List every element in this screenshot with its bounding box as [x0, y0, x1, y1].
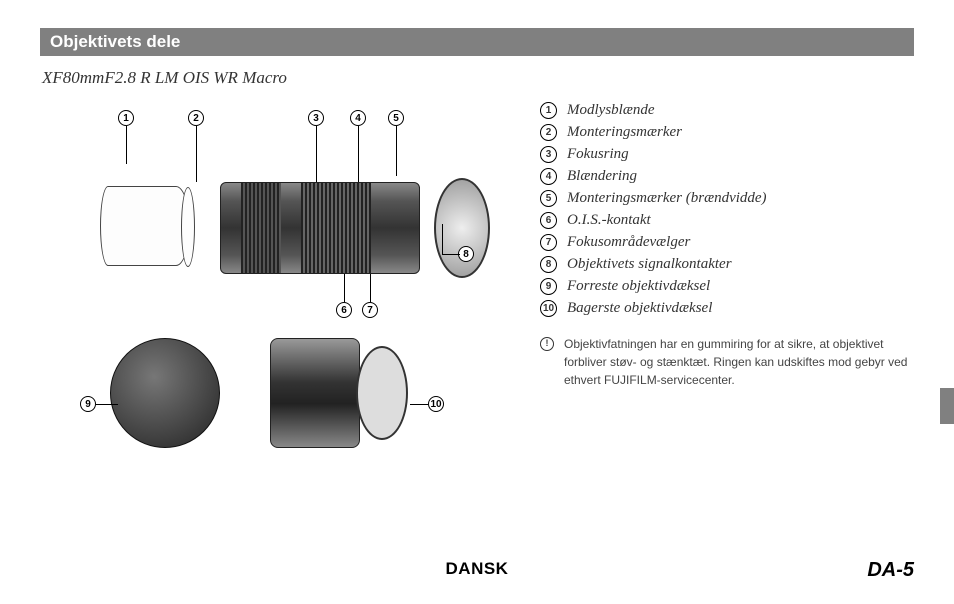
callout-1: 1 [118, 110, 134, 126]
number-circle: 9 [540, 278, 557, 295]
lead-line [344, 274, 345, 302]
number-circle: 5 [540, 190, 557, 207]
rear-cap [356, 346, 408, 440]
parts-list: 1 Modlysblænde 2 Monteringsmærker 3 Fokusri… [540, 102, 914, 317]
part-label: Fokusring [567, 146, 629, 163]
lead-line [96, 404, 118, 405]
list-item: 3 Fokusring [540, 146, 914, 163]
part-label: O.I.S.-kontakt [567, 212, 651, 229]
part-label: Forreste objektivdæksel [567, 278, 710, 295]
callout-6: 6 [336, 302, 352, 318]
callout-10: 10 [428, 396, 444, 412]
part-label: Monteringsmærker (brændvidde) [567, 190, 767, 207]
list-item: 10 Bagerste objektivdæksel [540, 300, 914, 317]
number-circle: 4 [540, 168, 557, 185]
lead-line [370, 274, 371, 302]
callout-7: 7 [362, 302, 378, 318]
lead-line [442, 224, 443, 254]
callout-8: 8 [458, 246, 474, 262]
number-circle: 3 [540, 146, 557, 163]
number-circle: 7 [540, 234, 557, 251]
info-icon: ! [540, 337, 554, 351]
rear-lens-body [270, 338, 360, 448]
part-label: Blændering [567, 168, 637, 185]
lens-main-illustration [100, 158, 440, 298]
list-item: 8 Objektivets signalkontakter [540, 256, 914, 273]
callout-2: 2 [188, 110, 204, 126]
part-label: Modlysblænde [567, 102, 655, 119]
lens-diagram: 1 2 3 4 5 8 6 7 9 10 [40, 98, 520, 478]
callout-5: 5 [388, 110, 404, 126]
number-circle: 6 [540, 212, 557, 229]
list-item: 1 Modlysblænde [540, 102, 914, 119]
callout-9: 9 [80, 396, 96, 412]
front-cap [110, 338, 220, 448]
callout-3: 3 [308, 110, 324, 126]
footnote: ! Objektivfatningen har en gummiring for… [540, 335, 914, 389]
part-label: Fokusområdevælger [567, 234, 690, 251]
part-label: Objektivets signalkontakter [567, 256, 732, 273]
footnote-text: Objektivfatningen har en gummiring for a… [564, 335, 914, 389]
footer-language: DANSK [40, 559, 914, 579]
content-area: 1 2 3 4 5 8 6 7 9 10 [40, 98, 914, 478]
list-item: 5 Monteringsmærker (brændvidde) [540, 190, 914, 207]
page-footer: DANSK DA-5 [40, 559, 914, 582]
lens-body [220, 182, 420, 274]
number-circle: 1 [540, 102, 557, 119]
page-edge-tab [940, 388, 954, 424]
callout-4: 4 [350, 110, 366, 126]
number-circle: 10 [540, 300, 557, 317]
list-item: 9 Forreste objektivdæksel [540, 278, 914, 295]
lead-line [442, 254, 460, 255]
lead-line [410, 404, 428, 405]
list-item: 4 Blændering [540, 168, 914, 185]
number-circle: 2 [540, 124, 557, 141]
list-item: 7 Fokusområdevælger [540, 234, 914, 251]
number-circle: 8 [540, 256, 557, 273]
part-label: Bagerste objektivdæksel [567, 300, 712, 317]
product-name: XF80mmF2.8 R LM OIS WR Macro [42, 68, 914, 88]
part-label: Monteringsmærker [567, 124, 682, 141]
lens-hood [100, 186, 190, 266]
list-item: 6 O.I.S.-kontakt [540, 212, 914, 229]
list-item: 2 Monteringsmærker [540, 124, 914, 141]
parts-list-area: 1 Modlysblænde 2 Monteringsmærker 3 Fokusri… [520, 98, 914, 478]
section-header: Objektivets dele [40, 28, 914, 56]
rear-cap-assembly [270, 328, 410, 458]
